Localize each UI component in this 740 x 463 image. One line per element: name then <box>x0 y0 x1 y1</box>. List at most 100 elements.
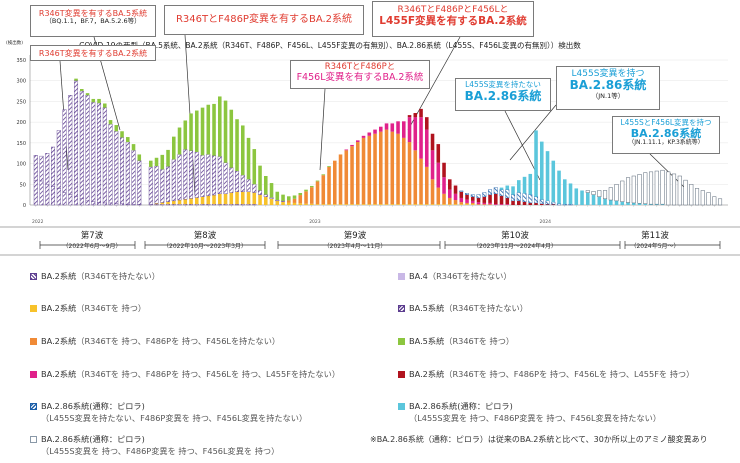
legend-swatch <box>398 371 405 378</box>
bar-segment <box>528 202 533 205</box>
bar-segment <box>361 137 366 205</box>
bar-segment <box>51 146 56 187</box>
bar-segment <box>562 203 567 206</box>
bar-segment <box>442 162 446 178</box>
bar-segment <box>453 185 458 194</box>
callout-line: L455SとF456L変異を持つ <box>620 118 712 127</box>
bar-segment <box>344 204 349 205</box>
bar-segment <box>603 190 608 200</box>
bar-segment <box>281 200 286 202</box>
bar-segment <box>223 193 228 205</box>
callout-leader <box>319 88 326 171</box>
bar-segment <box>74 80 79 197</box>
bar-segment <box>126 137 130 143</box>
bar-segment <box>344 149 349 151</box>
legend-sub: （R346Tを持たない） <box>444 303 528 313</box>
legend-label: BA.2系統 <box>41 336 77 346</box>
bar-segment <box>649 204 653 205</box>
callout-line: F456L変異を有するBA.2系統 <box>296 71 424 83</box>
callout-leader <box>509 104 557 161</box>
bar-segment <box>379 204 383 205</box>
wave-range: （2023年4月〜11月） <box>323 243 387 250</box>
bar-segment <box>304 203 308 205</box>
callout-ba286-f456l: L455SとF456L変異を持つ BA.2.86系統 （JN.1.11.1，KP… <box>612 116 720 154</box>
y-unit-label: (検出数) <box>6 39 23 46</box>
bar-segment <box>436 204 441 205</box>
bar-segment <box>275 191 280 201</box>
bar-segment <box>85 200 90 206</box>
bar-segment <box>505 189 510 199</box>
bar-segment <box>264 176 268 195</box>
bar-segment <box>534 130 538 197</box>
legend-item: BA.5系統（R346Tを持たない） <box>398 302 528 314</box>
bar-segment <box>189 203 194 206</box>
bar-segment <box>402 121 406 138</box>
wave-name: 第11波 <box>641 231 669 241</box>
bar-segment <box>465 204 469 205</box>
bar-segment <box>200 196 205 205</box>
bar-segment <box>298 195 303 204</box>
bar-segment <box>482 192 487 197</box>
bar-segment <box>637 174 642 204</box>
bar-segment <box>511 194 516 202</box>
legend-label: BA.2.86系統(通称：ピロラ) <box>409 401 513 411</box>
y-tick-label: 300 <box>16 79 26 85</box>
bar-segment <box>338 154 343 205</box>
bar-segment <box>68 95 73 195</box>
bar-segment <box>373 204 377 205</box>
callout-line: R346T変異を有するBA.5系統 <box>38 9 148 18</box>
chart-title: COVID-19の亜型（BA.5系統、BA.2系統（R346T、F486P、F4… <box>79 40 581 50</box>
bar-segment <box>448 204 452 205</box>
bar-segment <box>194 151 199 198</box>
bar-segment <box>258 194 262 205</box>
bar-segment <box>240 203 245 206</box>
bar-segment <box>131 144 136 151</box>
bar-segment <box>413 113 418 118</box>
bar-segment <box>315 204 320 205</box>
bar-segment <box>614 200 619 205</box>
bar-segment <box>252 184 257 193</box>
bar-segment <box>384 129 389 205</box>
bar-segment <box>425 129 429 167</box>
bar-segment <box>425 204 429 205</box>
year-label: 2022 <box>32 219 44 225</box>
bar-segment <box>275 199 280 202</box>
bar-segment <box>551 160 556 203</box>
bar-segment <box>212 195 216 205</box>
bar-segment <box>120 137 125 204</box>
bar-segment <box>488 194 492 203</box>
callout-ba2-l455f: R346TとF486PとF456Lと L455F変異を有するBA.2系統 <box>372 1 534 37</box>
legend-label: BA.2.86系統(通称：ピロラ) <box>41 401 145 411</box>
bar-segment <box>603 198 607 205</box>
bar-segment <box>430 204 435 205</box>
bar-segment <box>620 201 625 205</box>
bar-segment <box>356 140 360 143</box>
bar-segment <box>56 130 61 189</box>
bar-segment <box>528 194 533 204</box>
wave-name: 第9波 <box>343 231 367 241</box>
legend-sub: （L455S変異を 持つ、F486P変異を 持つ、F456L変異を持たない） <box>409 413 662 423</box>
legend-swatch <box>30 305 37 312</box>
wave-9: 第9波 （2023年4月〜11月） <box>300 229 410 250</box>
bar-segment <box>246 191 251 205</box>
callout-ba286-no-l455s: L455S変異を持たない BA.2.86系統 <box>455 78 551 111</box>
bar-segment <box>459 191 464 198</box>
legend-swatch <box>30 273 37 280</box>
bar-segment <box>539 199 544 204</box>
bar-segment <box>327 204 331 205</box>
legend-item: BA.2.86系統(通称：ピロラ) （L455S変異を持たない、F486P変異を … <box>30 400 307 424</box>
bar-segment <box>413 150 418 205</box>
bar-segment <box>672 173 677 206</box>
bar-segment <box>522 201 527 205</box>
bar-segment <box>654 170 659 205</box>
bar-segment <box>321 175 326 205</box>
bar-segment <box>419 117 423 159</box>
bar-segment <box>350 204 354 205</box>
bar-segment <box>166 149 170 167</box>
bar-segment <box>172 136 176 160</box>
bar-segment <box>235 203 240 206</box>
bar-segment <box>488 204 492 205</box>
bar-segment <box>74 78 78 81</box>
bar-segment <box>39 180 44 206</box>
bar-segment <box>212 103 216 156</box>
